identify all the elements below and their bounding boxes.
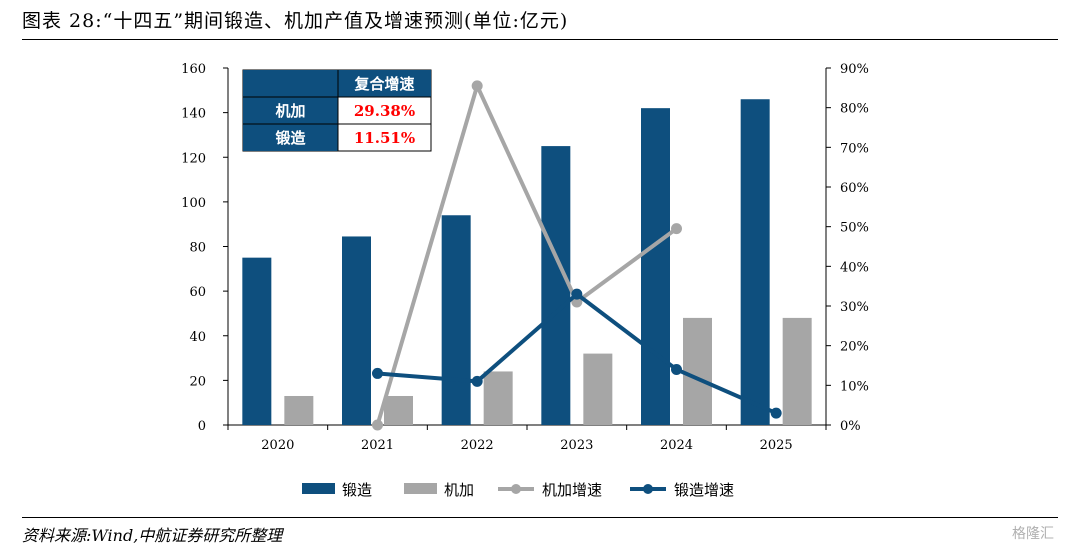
chart-title: 图表 28:“十四五”期间锻造、机加产值及增速预测(单位:亿元) [22,10,569,32]
legend-marker-机加增速 [511,484,521,494]
bar-锻造 [342,236,371,425]
left-tick-label: 160 [181,62,206,77]
x-tick-label: 2024 [660,438,693,453]
point-锻造增速 [770,407,782,419]
point-锻造增速 [372,367,383,379]
left-tick-label: 20 [189,374,206,389]
right-tick-label: 40% [840,260,869,275]
point-机加增速 [471,80,483,92]
left-tick-label: 140 [181,107,206,122]
right-tick-label: 0% [840,419,861,434]
inset-table-header-bg [243,70,431,97]
left-tick-label: 80 [189,241,206,256]
left-tick-label: 60 [189,285,206,300]
bar-机加 [284,395,314,425]
right-tick-label: 50% [840,221,869,236]
source-rule [22,517,1058,518]
bar-锻造 [641,108,670,425]
point-锻造增速 [671,363,682,375]
bar-机加 [683,317,712,425]
legend-swatch-机加 [404,483,437,494]
source-note: 资料来源:Wind,中航证券研究所整理 [22,526,283,545]
legend-marker-锻造增速 [643,484,653,494]
right-tick-label: 90% [840,62,869,77]
legend-label-机加: 机加 [444,481,474,499]
x-tick-label: 2023 [560,438,593,453]
point-机加增速 [571,296,583,308]
legend-label-锻造: 锻造 [342,481,372,499]
point-锻造增速 [471,375,483,387]
bar-锻造 [541,146,571,425]
x-tick-label: 2025 [760,438,793,453]
right-tick-label: 60% [840,181,869,196]
left-tick-label: 40 [189,330,206,345]
left-tick-label: 100 [181,196,206,211]
bar-锻造 [441,215,471,425]
right-tick-label: 30% [840,300,869,315]
bar-机加 [483,371,513,425]
inset-table-row-value: 11.51% [354,129,415,147]
right-tick-label: 20% [840,340,869,355]
right-tick-label: 70% [840,141,869,156]
x-tick-label: 2020 [261,438,294,453]
inset-table-row-label: 机加 [275,102,305,120]
bar-机加 [384,395,413,425]
bar-机加 [782,317,812,425]
x-tick-label: 2022 [461,438,494,453]
title-rule [22,39,1058,40]
right-tick-label: 80% [840,102,869,117]
x-tick-label: 2021 [361,438,394,453]
left-tick-label: 0 [198,419,206,434]
legend-label-锻造增速: 锻造增速 [674,481,734,499]
point-锻造增速 [571,288,583,300]
point-机加增速 [372,419,383,431]
legend-swatch-锻造 [302,483,335,494]
bar-锻造 [242,257,272,425]
inset-table-row-value: 29.38% [354,102,415,120]
inset-table-row-label: 锻造 [275,129,305,147]
bar-机加 [583,353,613,425]
point-机加增速 [671,223,682,235]
right-tick-label: 10% [840,379,869,394]
line-机加增速 [375,83,678,426]
legend-label-机加增速: 机加增速 [542,481,602,499]
inset-table-header: 复合增速 [353,75,414,93]
left-tick-label: 120 [181,151,206,166]
bar-锻造 [740,99,770,426]
line-锻造增速 [377,292,777,415]
watermark: 格隆汇 [1012,526,1054,542]
